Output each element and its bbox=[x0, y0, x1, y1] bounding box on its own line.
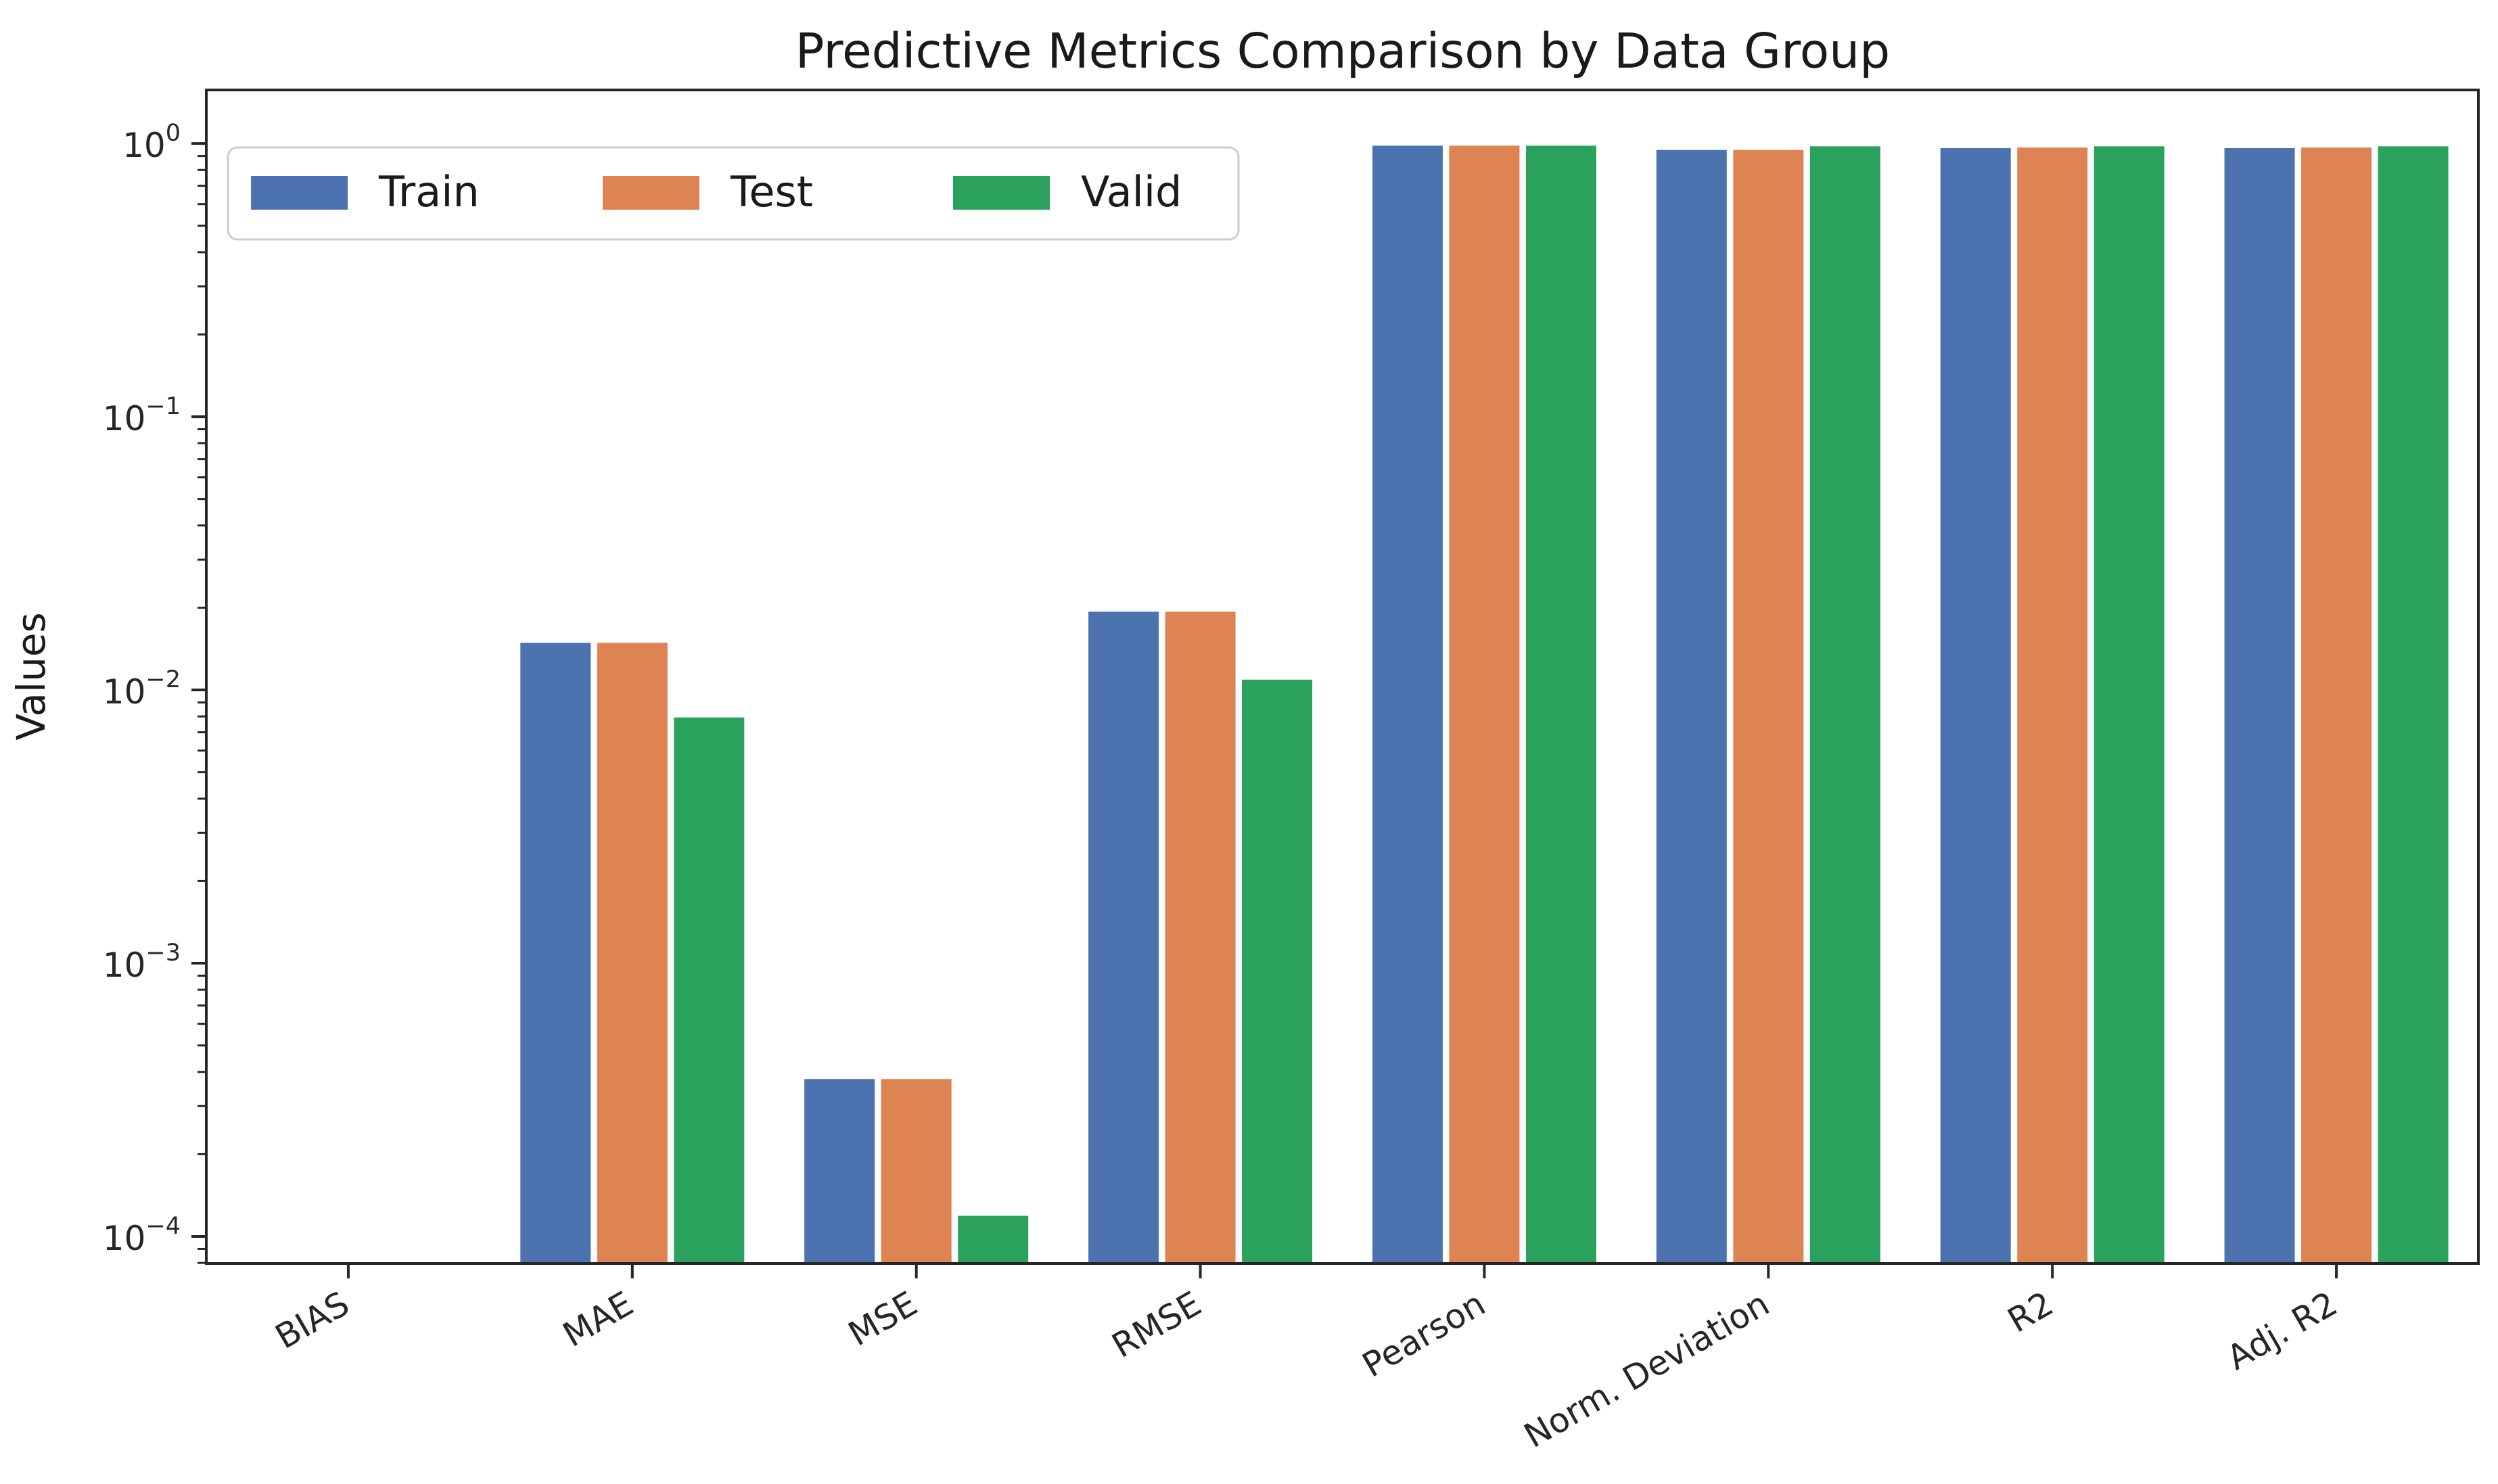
bar-train-norm-deviation bbox=[1654, 147, 1729, 1265]
x-tick-label-mae: MAE bbox=[556, 1284, 639, 1355]
bars-layer bbox=[518, 143, 2451, 1265]
y-tick-label: 10−4 bbox=[103, 1213, 181, 1258]
legend-box bbox=[227, 146, 1240, 241]
y-tick-label: 10−3 bbox=[103, 940, 181, 985]
legend: Train Test Valid bbox=[227, 146, 1240, 241]
y-tick-label: 100 bbox=[122, 120, 181, 165]
x-tick-label-adj-r2: Adj. R2 bbox=[2221, 1284, 2344, 1378]
bar-valid-norm-deviation bbox=[1807, 144, 1882, 1265]
legend-label-test: Test bbox=[730, 167, 813, 216]
bar-train-adj-r2 bbox=[2222, 145, 2297, 1265]
y-tick-label: 10−2 bbox=[103, 666, 181, 712]
legend-swatch-valid bbox=[952, 175, 1051, 211]
bar-test-adj-r2 bbox=[2299, 145, 2374, 1265]
bar-valid-r2 bbox=[2091, 144, 2167, 1265]
bar-valid-rmse bbox=[1240, 677, 1315, 1265]
y-tick-label: 10−1 bbox=[103, 393, 181, 438]
bar-train-rmse bbox=[1086, 609, 1161, 1265]
x-tick-label-mse: MSE bbox=[841, 1284, 923, 1353]
x-tick-label-pearson: Pearson bbox=[1356, 1284, 1491, 1385]
bar-test-mae bbox=[595, 641, 670, 1265]
bar-test-rmse bbox=[1163, 609, 1238, 1265]
bar-valid-mae bbox=[672, 715, 747, 1265]
bar-test-mse bbox=[879, 1077, 954, 1265]
x-tick-label-r2: R2 bbox=[2002, 1284, 2060, 1341]
bar-test-norm-deviation bbox=[1731, 147, 1806, 1265]
bar-valid-pearson bbox=[1523, 143, 1598, 1265]
bar-valid-adj-r2 bbox=[2376, 144, 2451, 1265]
legend-label-valid: Valid bbox=[1081, 167, 1182, 216]
legend-swatch-train bbox=[250, 175, 349, 211]
bar-train-mae bbox=[518, 641, 593, 1265]
y-axis-label: Values bbox=[8, 612, 54, 741]
bar-train-mse bbox=[802, 1077, 877, 1265]
legend-label-train: Train bbox=[378, 167, 480, 216]
x-tick-label-rmse: RMSE bbox=[1105, 1284, 1207, 1366]
legend-swatch-test bbox=[601, 175, 701, 211]
bar-train-pearson bbox=[1370, 143, 1445, 1265]
x-tick-label-bias: BIAS bbox=[269, 1284, 356, 1357]
bar-test-pearson bbox=[1447, 143, 1522, 1265]
plot-border bbox=[205, 89, 2480, 1265]
chart-title: Predictive Metrics Comparison by Data Gr… bbox=[795, 23, 1890, 79]
bar-test-r2 bbox=[2015, 145, 2090, 1265]
bar-train-r2 bbox=[1938, 145, 2013, 1265]
x-tick-label-norm-deviation: Norm. Deviation bbox=[1518, 1284, 1776, 1456]
bar-valid-mse bbox=[956, 1213, 1031, 1265]
